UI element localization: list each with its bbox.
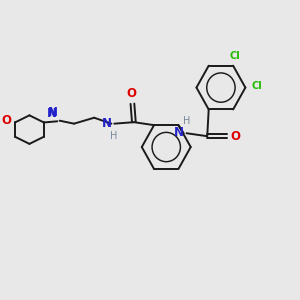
Text: N: N [102, 117, 112, 130]
Text: O: O [231, 130, 241, 143]
Text: Cl: Cl [229, 51, 240, 61]
Text: N: N [48, 106, 58, 119]
Text: N: N [174, 126, 184, 139]
Text: O: O [2, 115, 11, 128]
Text: O: O [126, 87, 136, 100]
Text: N: N [47, 107, 57, 120]
Text: H: H [183, 116, 190, 126]
Text: Cl: Cl [251, 81, 262, 91]
Text: H: H [110, 131, 118, 141]
